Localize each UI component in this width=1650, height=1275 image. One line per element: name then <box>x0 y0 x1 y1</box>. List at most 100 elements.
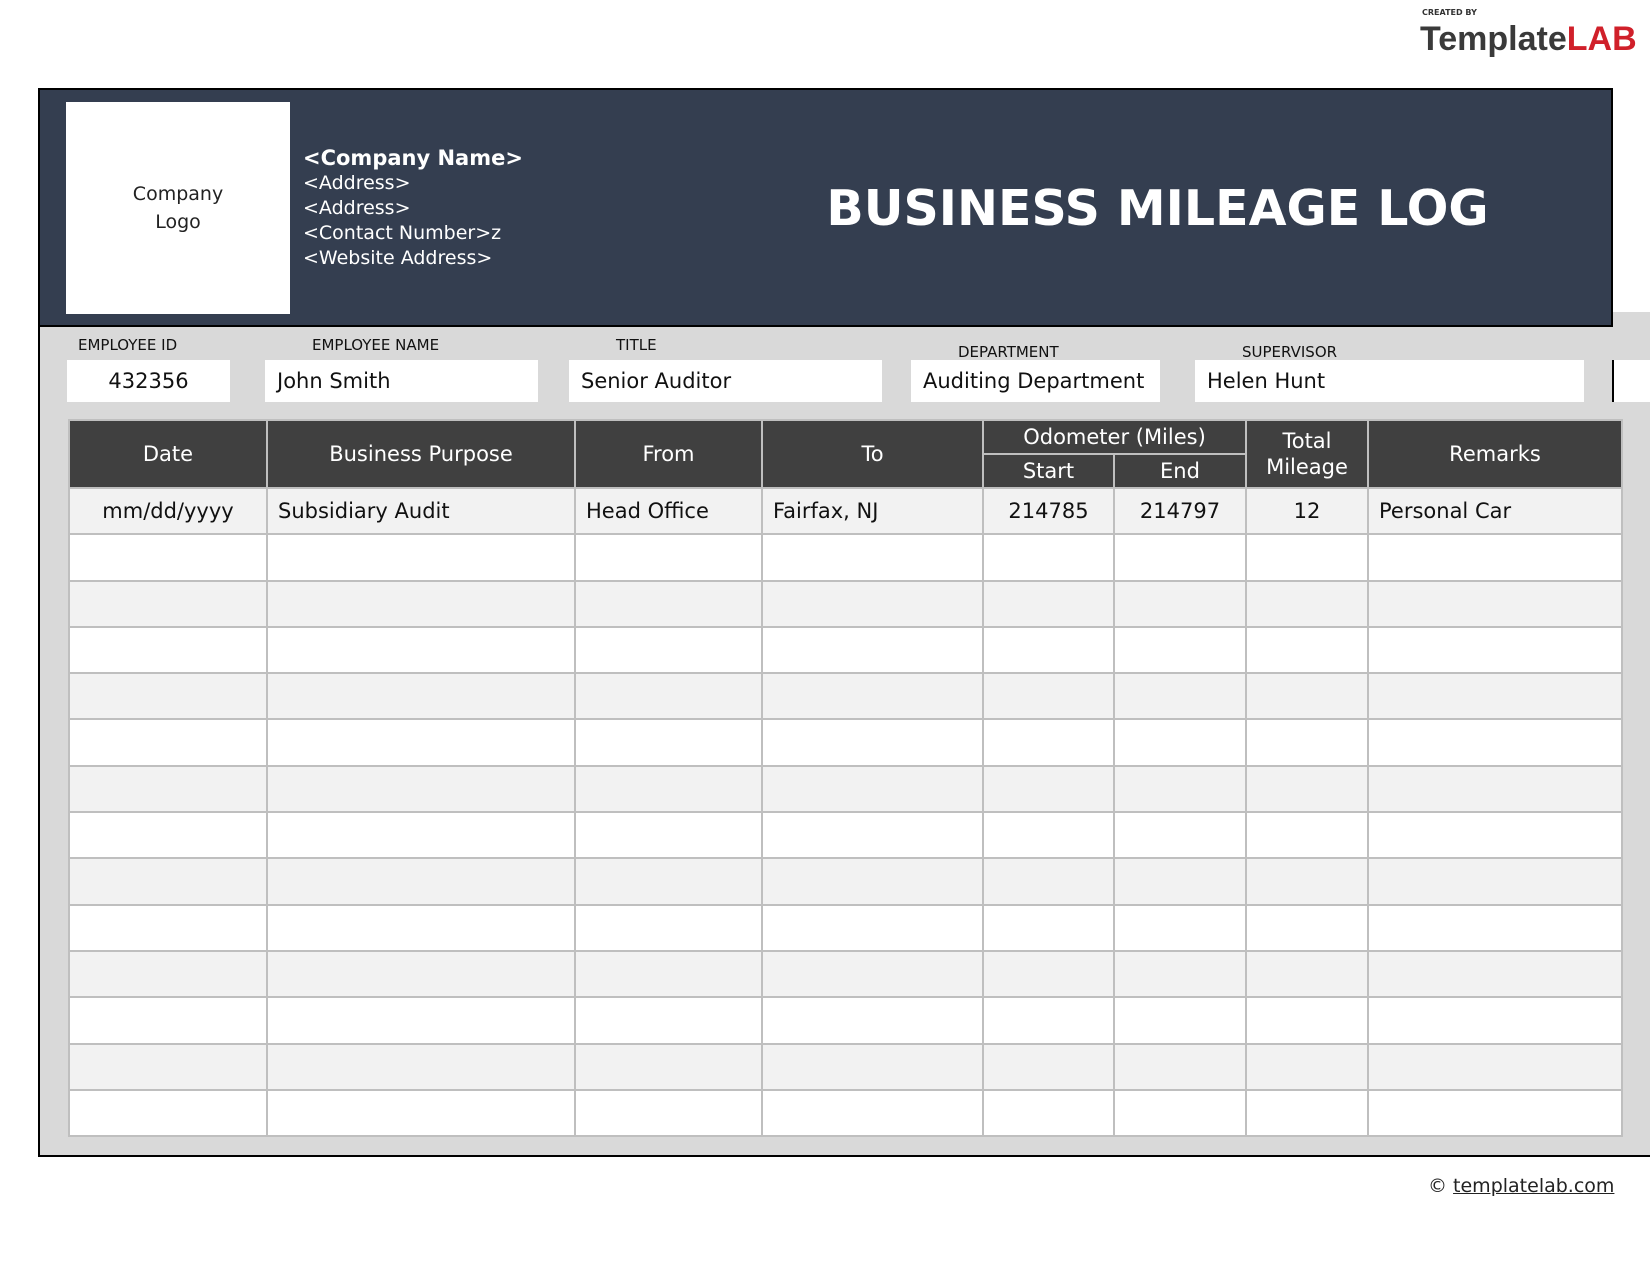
cell-from[interactable] <box>574 579 763 628</box>
cell-start[interactable] <box>982 579 1115 628</box>
cell-remarks[interactable]: Personal Car <box>1367 486 1623 536</box>
cell-total[interactable] <box>1245 533 1369 582</box>
cell-start[interactable] <box>982 949 1115 999</box>
cell-from[interactable] <box>574 903 763 952</box>
cell-remarks[interactable] <box>1367 996 1623 1045</box>
cell-purpose[interactable] <box>266 533 576 582</box>
cell-purpose[interactable]: Subsidiary Audit <box>266 486 576 536</box>
cell-start[interactable] <box>982 903 1115 952</box>
cell-from[interactable] <box>574 625 763 675</box>
cell-remarks[interactable] <box>1367 672 1623 721</box>
cell-remarks[interactable] <box>1367 1088 1623 1138</box>
cell-purpose[interactable] <box>266 857 576 906</box>
cell-from[interactable] <box>574 811 763 860</box>
templatelab-link[interactable]: templatelab.com <box>1453 1175 1615 1197</box>
cell-purpose[interactable] <box>266 811 576 860</box>
cell-to[interactable] <box>761 811 984 860</box>
cell-total[interactable] <box>1245 718 1369 767</box>
cell-start[interactable] <box>982 996 1115 1045</box>
cell-purpose[interactable] <box>266 1042 576 1091</box>
cell-to[interactable] <box>761 579 984 628</box>
cell-total[interactable] <box>1245 1088 1369 1138</box>
cell-start[interactable] <box>982 1042 1115 1091</box>
cell-from[interactable] <box>574 949 763 999</box>
extra-field[interactable] <box>1612 360 1650 402</box>
cell-end[interactable] <box>1113 625 1247 675</box>
cell-start[interactable] <box>982 811 1115 860</box>
cell-date[interactable] <box>68 533 268 582</box>
cell-date[interactable] <box>68 672 268 721</box>
cell-date[interactable] <box>68 625 268 675</box>
cell-to[interactable] <box>761 903 984 952</box>
cell-to[interactable] <box>761 718 984 767</box>
cell-date[interactable] <box>68 811 268 860</box>
cell-total[interactable] <box>1245 625 1369 675</box>
cell-to[interactable]: Fairfax, NJ <box>761 486 984 536</box>
employee-name-field[interactable]: John Smith <box>265 360 538 402</box>
cell-from[interactable]: Head Office <box>574 486 763 536</box>
cell-remarks[interactable] <box>1367 811 1623 860</box>
cell-remarks[interactable] <box>1367 1042 1623 1091</box>
cell-start[interactable] <box>982 625 1115 675</box>
cell-start[interactable] <box>982 672 1115 721</box>
cell-date[interactable] <box>68 1042 268 1091</box>
contact-number[interactable]: <Contact Number>z <box>303 222 502 244</box>
cell-end[interactable] <box>1113 718 1247 767</box>
cell-end[interactable] <box>1113 764 1247 814</box>
cell-end[interactable]: 214797 <box>1113 486 1247 536</box>
cell-remarks[interactable] <box>1367 857 1623 906</box>
cell-total[interactable] <box>1245 672 1369 721</box>
cell-purpose[interactable] <box>266 996 576 1045</box>
company-name[interactable]: <Company Name> <box>303 146 523 170</box>
company-logo-placeholder[interactable]: Company Logo <box>66 102 290 314</box>
cell-end[interactable] <box>1113 996 1247 1045</box>
cell-from[interactable] <box>574 1088 763 1138</box>
cell-date[interactable] <box>68 764 268 814</box>
cell-from[interactable] <box>574 996 763 1045</box>
cell-remarks[interactable] <box>1367 533 1623 582</box>
cell-to[interactable] <box>761 1042 984 1091</box>
cell-from[interactable] <box>574 718 763 767</box>
cell-from[interactable] <box>574 857 763 906</box>
cell-from[interactable] <box>574 533 763 582</box>
cell-remarks[interactable] <box>1367 764 1623 814</box>
cell-end[interactable] <box>1113 811 1247 860</box>
cell-remarks[interactable] <box>1367 903 1623 952</box>
employee-id-field[interactable]: 432356 <box>67 360 230 402</box>
cell-total[interactable] <box>1245 996 1369 1045</box>
cell-end[interactable] <box>1113 903 1247 952</box>
cell-purpose[interactable] <box>266 625 576 675</box>
cell-total[interactable] <box>1245 857 1369 906</box>
cell-start[interactable]: 214785 <box>982 486 1115 536</box>
cell-total[interactable] <box>1245 903 1369 952</box>
cell-from[interactable] <box>574 764 763 814</box>
cell-purpose[interactable] <box>266 764 576 814</box>
address-1[interactable]: <Address> <box>303 172 411 194</box>
title-field[interactable]: Senior Auditor <box>569 360 882 402</box>
cell-purpose[interactable] <box>266 579 576 628</box>
cell-start[interactable] <box>982 764 1115 814</box>
cell-date[interactable] <box>68 579 268 628</box>
cell-end[interactable] <box>1113 533 1247 582</box>
cell-date[interactable] <box>68 1088 268 1138</box>
cell-purpose[interactable] <box>266 1088 576 1138</box>
cell-purpose[interactable] <box>266 672 576 721</box>
cell-end[interactable] <box>1113 1042 1247 1091</box>
cell-end[interactable] <box>1113 672 1247 721</box>
cell-to[interactable] <box>761 996 984 1045</box>
department-field[interactable]: Auditing Department <box>911 360 1160 402</box>
cell-to[interactable] <box>761 949 984 999</box>
cell-end[interactable] <box>1113 579 1247 628</box>
cell-end[interactable] <box>1113 857 1247 906</box>
cell-start[interactable] <box>982 857 1115 906</box>
cell-date[interactable] <box>68 996 268 1045</box>
cell-start[interactable] <box>982 718 1115 767</box>
cell-total[interactable] <box>1245 579 1369 628</box>
cell-purpose[interactable] <box>266 949 576 999</box>
cell-total[interactable] <box>1245 811 1369 860</box>
address-2[interactable]: <Address> <box>303 197 411 219</box>
cell-start[interactable] <box>982 1088 1115 1138</box>
cell-to[interactable] <box>761 857 984 906</box>
cell-to[interactable] <box>761 672 984 721</box>
cell-total[interactable] <box>1245 949 1369 999</box>
